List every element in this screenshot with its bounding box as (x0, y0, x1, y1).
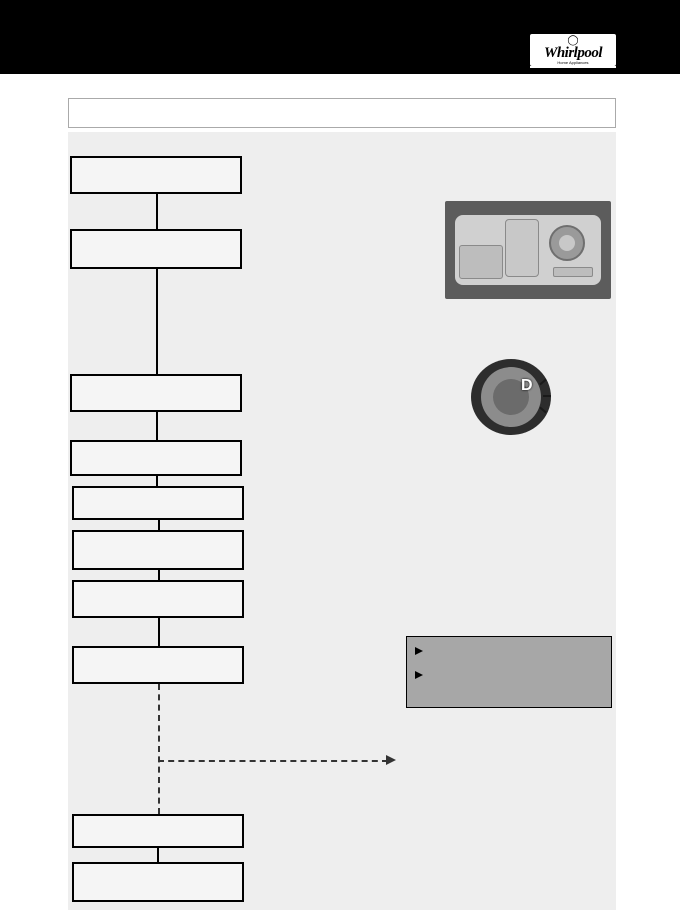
top-bar: ◯ Whirlpool Home Appliances (0, 0, 680, 74)
page-body: D (0, 74, 680, 911)
flow-connector-vertical (156, 412, 158, 440)
flow-step-box (70, 229, 242, 269)
brand-tagline: Home Appliances (557, 61, 588, 65)
dispenser-main-lid (459, 245, 503, 279)
flow-step-box (72, 862, 244, 902)
brand-swirl-icon: ◯ (567, 36, 578, 46)
section-title-row (68, 98, 616, 128)
flow-connector-vertical (157, 848, 159, 862)
flow-step-box (72, 814, 244, 848)
brand-name: Whirlpool (544, 46, 602, 61)
flow-step-box (72, 580, 244, 618)
dispenser-rinse-aid-inner (559, 235, 575, 251)
flow-step-box (72, 646, 244, 684)
callout-box (406, 636, 612, 708)
flow-step-box (72, 530, 244, 570)
rinse-aid-dial-image: D (471, 359, 551, 435)
flow-connector-vertical (156, 476, 158, 486)
flow-connector-horizontal-dashed (158, 760, 388, 762)
detergent-dispenser-image (445, 201, 611, 299)
dispenser-hinge (505, 219, 539, 277)
dispenser-slot (553, 267, 593, 277)
brand-underline (530, 66, 616, 68)
flow-connector-vertical-dashed (158, 684, 160, 814)
brand-logo: ◯ Whirlpool Home Appliances (530, 34, 616, 66)
flow-connector-vertical (158, 520, 160, 530)
flow-connector-vertical (156, 194, 158, 229)
arrow-right-icon (415, 671, 423, 679)
dial-tick-icon (543, 395, 551, 397)
arrow-right-icon (415, 647, 423, 655)
flow-connector-vertical (156, 269, 158, 374)
flow-connector-vertical (158, 570, 160, 580)
dial-letter: D (521, 377, 533, 395)
arrow-right-icon (386, 755, 396, 765)
callout-row-1 (407, 637, 611, 655)
flow-step-box (70, 156, 242, 194)
flow-step-box (72, 486, 244, 520)
flow-step-box (70, 440, 242, 476)
flow-step-box (70, 374, 242, 412)
flow-connector-vertical (158, 618, 160, 646)
callout-row-2 (407, 655, 611, 679)
